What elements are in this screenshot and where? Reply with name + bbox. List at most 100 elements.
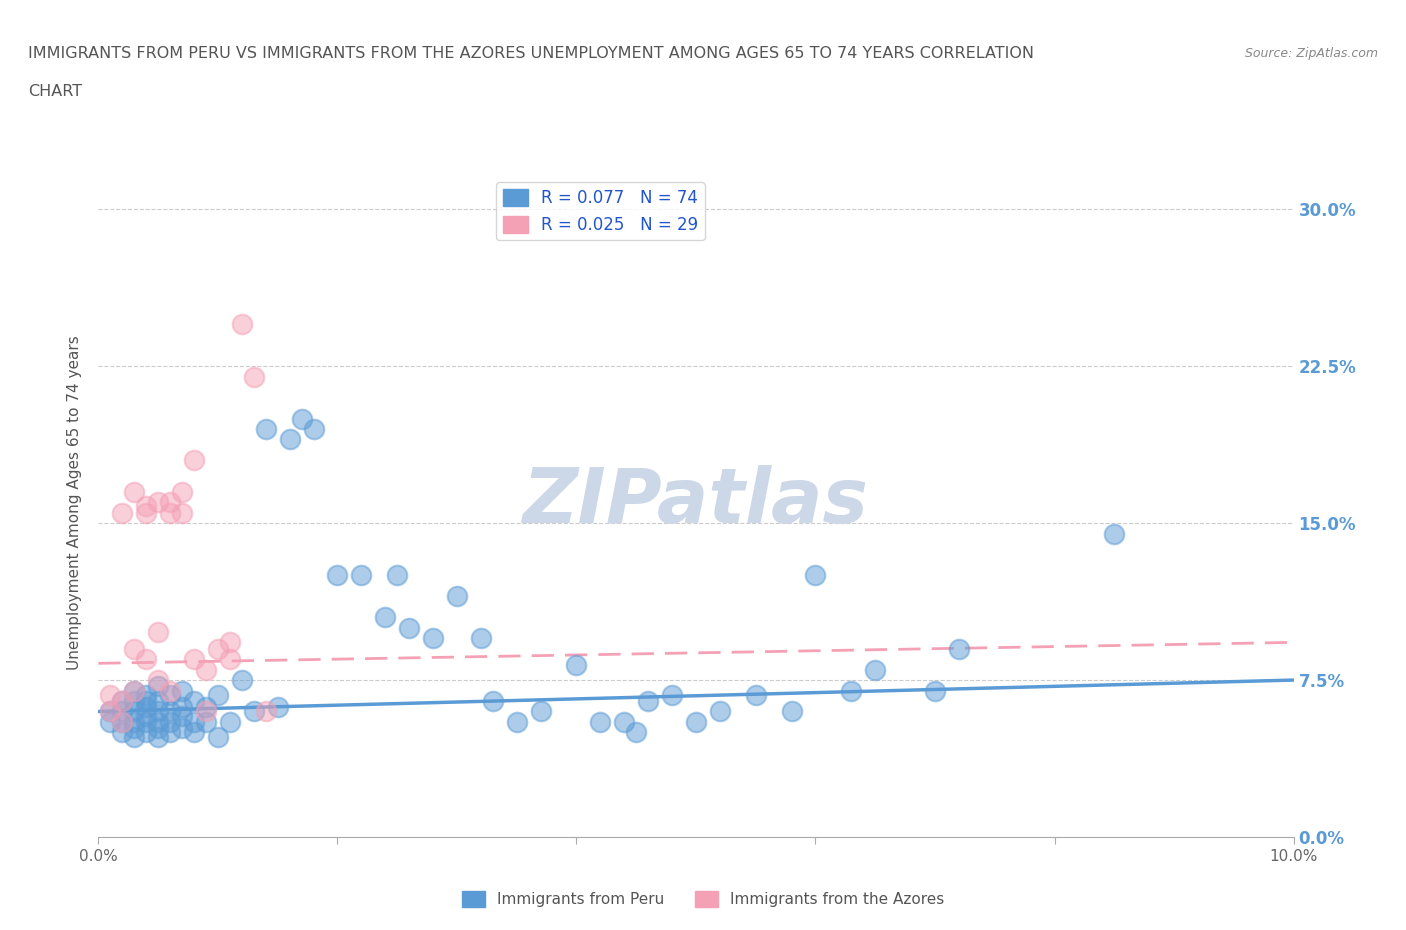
Point	[374, 610, 396, 625]
Text: CHART: CHART	[28, 84, 82, 99]
Point	[745, 687, 768, 702]
Point	[207, 729, 229, 744]
Point	[924, 683, 946, 698]
Point	[529, 704, 551, 719]
Point	[135, 687, 157, 702]
Text: Source: ZipAtlas.com: Source: ZipAtlas.com	[1244, 46, 1378, 60]
Point	[385, 568, 409, 583]
Point	[172, 505, 194, 520]
Point	[172, 700, 194, 715]
Point	[207, 687, 229, 702]
Point	[148, 704, 170, 719]
Point	[172, 721, 194, 736]
Point	[195, 700, 218, 715]
Point	[111, 714, 134, 729]
Point	[159, 505, 181, 520]
Text: IMMIGRANTS FROM PERU VS IMMIGRANTS FROM THE AZORES UNEMPLOYMENT AMONG AGES 65 TO: IMMIGRANTS FROM PERU VS IMMIGRANTS FROM …	[28, 46, 1035, 61]
Point	[195, 714, 218, 729]
Point	[172, 709, 194, 724]
Point	[231, 672, 253, 687]
Point	[183, 725, 205, 740]
Point	[243, 369, 266, 384]
Point	[183, 652, 205, 667]
Point	[626, 725, 648, 740]
Point	[111, 694, 134, 709]
Point	[278, 432, 301, 447]
Point	[135, 652, 157, 667]
Point	[172, 683, 194, 698]
Y-axis label: Unemployment Among Ages 65 to 74 years: Unemployment Among Ages 65 to 74 years	[67, 335, 83, 670]
Point	[172, 485, 194, 499]
Point	[446, 589, 468, 604]
Point	[159, 495, 181, 510]
Point	[148, 729, 170, 744]
Point	[195, 704, 218, 719]
Point	[148, 672, 170, 687]
Point	[111, 714, 134, 729]
Point	[709, 704, 731, 719]
Point	[124, 694, 146, 709]
Point	[135, 714, 157, 729]
Point	[219, 714, 242, 729]
Point	[219, 635, 242, 650]
Point	[350, 568, 373, 583]
Point	[100, 704, 122, 719]
Point	[183, 714, 205, 729]
Point	[159, 683, 181, 698]
Point	[780, 704, 803, 719]
Point	[470, 631, 492, 645]
Point	[111, 694, 134, 709]
Point	[135, 709, 157, 724]
Point	[124, 729, 146, 744]
Point	[254, 421, 277, 436]
Point	[135, 499, 157, 514]
Point	[589, 714, 612, 729]
Point	[398, 620, 420, 635]
Legend: Immigrants from Peru, Immigrants from the Azores: Immigrants from Peru, Immigrants from th…	[456, 884, 950, 913]
Point	[506, 714, 529, 729]
Point	[148, 625, 170, 640]
Point	[148, 495, 170, 510]
Point	[148, 694, 170, 709]
Point	[124, 721, 146, 736]
Point	[565, 658, 588, 673]
Point	[243, 704, 266, 719]
Point	[135, 694, 157, 709]
Point	[159, 725, 181, 740]
Point	[111, 505, 134, 520]
Point	[219, 652, 242, 667]
Point	[254, 704, 277, 719]
Point	[159, 687, 181, 702]
Point	[183, 694, 205, 709]
Point	[159, 704, 181, 719]
Point	[159, 714, 181, 729]
Point	[124, 485, 146, 499]
Point	[148, 679, 170, 694]
Point	[124, 714, 146, 729]
Point	[267, 700, 290, 715]
Point	[124, 683, 146, 698]
Point	[135, 700, 157, 715]
Point	[865, 662, 887, 677]
Point	[124, 683, 146, 698]
Legend: R = 0.077   N = 74, R = 0.025   N = 29: R = 0.077 N = 74, R = 0.025 N = 29	[496, 182, 704, 241]
Point	[135, 725, 157, 740]
Point	[804, 568, 827, 583]
Point	[685, 714, 707, 729]
Point	[124, 704, 146, 719]
Point	[422, 631, 444, 645]
Point	[111, 704, 134, 719]
Point	[841, 683, 863, 698]
Point	[148, 714, 170, 729]
Point	[231, 317, 253, 332]
Point	[613, 714, 636, 729]
Point	[326, 568, 349, 583]
Point	[291, 411, 314, 426]
Point	[135, 505, 157, 520]
Point	[183, 453, 205, 468]
Point	[637, 694, 659, 709]
Point	[302, 421, 325, 436]
Point	[195, 662, 218, 677]
Point	[661, 687, 683, 702]
Point	[1104, 526, 1126, 541]
